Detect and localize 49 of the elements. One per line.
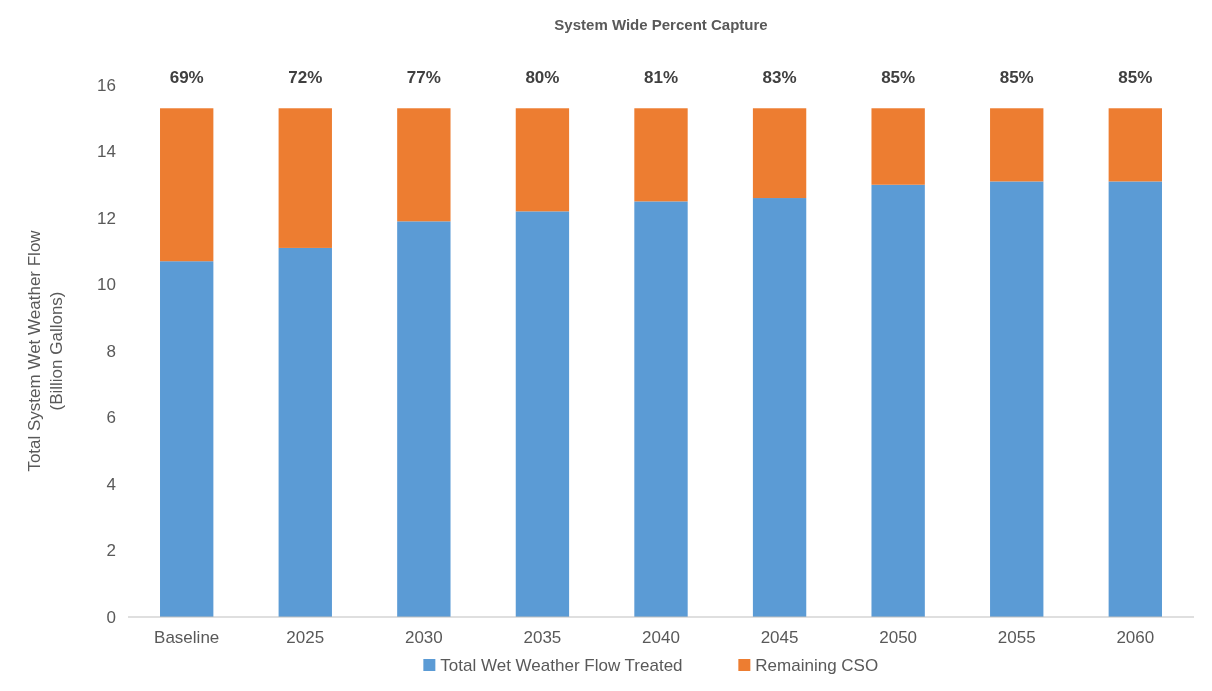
y-tick-label: 14 xyxy=(97,142,116,162)
annotation: 85% xyxy=(1118,68,1153,87)
bar xyxy=(397,108,451,222)
legend-label: Total Wet Weather Flow Treated xyxy=(440,656,683,675)
x-tick-label: 2045 xyxy=(760,628,799,647)
x-tick-label: 2025 xyxy=(286,628,325,647)
annotation: 77% xyxy=(406,68,441,87)
bar xyxy=(634,201,688,617)
annotation: 81% xyxy=(643,68,679,87)
bar xyxy=(752,108,807,199)
x-tick-label: 2055 xyxy=(997,628,1036,647)
bar xyxy=(871,108,925,185)
y-tick-label: 16 xyxy=(97,75,116,95)
y-tick-label: 2 xyxy=(106,541,116,561)
y-tick-label: 4 xyxy=(106,474,116,494)
bar xyxy=(752,198,807,617)
bar xyxy=(1108,108,1162,182)
annotation: 85% xyxy=(881,68,916,87)
y-tick-label: 6 xyxy=(106,408,116,428)
bar xyxy=(515,108,570,212)
bar xyxy=(990,181,1044,617)
x-tick-label: Baseline xyxy=(154,628,220,647)
legend-label: Remaining CSO xyxy=(755,656,879,675)
annotation: 85% xyxy=(999,68,1034,87)
bar xyxy=(990,108,1044,182)
x-tick-label: 2060 xyxy=(1116,628,1155,647)
bar xyxy=(871,184,925,617)
x-tick-label: 2030 xyxy=(404,628,443,647)
bar xyxy=(634,108,688,202)
bar xyxy=(515,211,570,617)
bar xyxy=(278,247,332,617)
annotation: 80% xyxy=(525,68,560,87)
bar xyxy=(397,221,451,617)
bar xyxy=(160,261,214,617)
y-tick-label: 12 xyxy=(97,208,116,228)
x-tick-label: 2040 xyxy=(642,628,680,647)
chart-title: System Wide Percent Capture xyxy=(554,16,768,33)
bar xyxy=(160,108,214,262)
bar xyxy=(1108,181,1162,617)
x-tick-label: 2035 xyxy=(523,628,562,647)
annotation: 83% xyxy=(762,68,797,87)
annotation: 72% xyxy=(288,68,323,87)
bar xyxy=(278,108,332,248)
y-tick-label: 10 xyxy=(97,275,116,295)
annotation: 69% xyxy=(169,68,204,87)
y-axis-title: Total System Wet Weather Flow (Billion Gallons) xyxy=(25,229,66,472)
y-tick-label: 8 xyxy=(106,341,116,361)
y-tick-label: 0 xyxy=(106,607,116,627)
x-tick-label: 2050 xyxy=(879,628,918,647)
